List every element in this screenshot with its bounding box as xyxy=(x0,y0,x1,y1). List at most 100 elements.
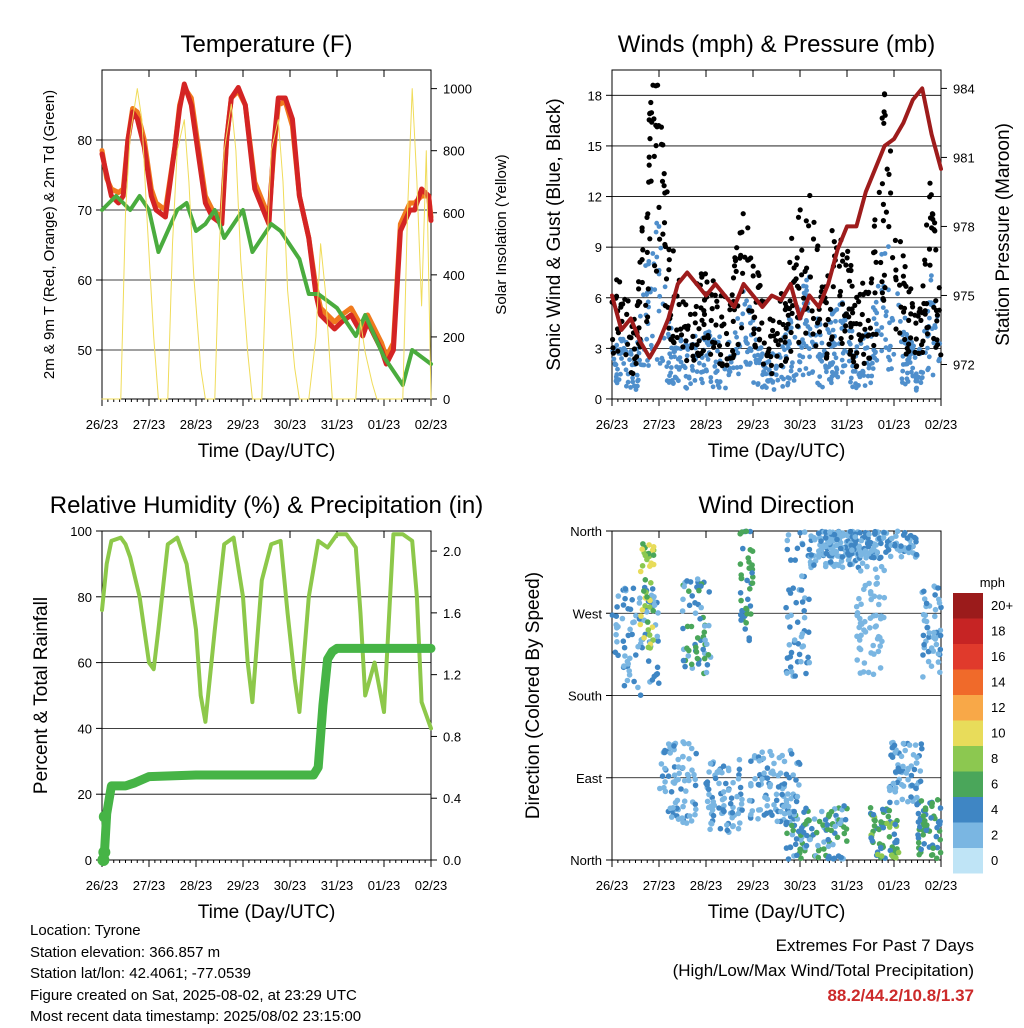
gust-point xyxy=(857,321,863,327)
direction-point xyxy=(867,805,874,811)
gust-point xyxy=(644,249,650,255)
direction-point xyxy=(803,842,810,849)
direction-point xyxy=(874,851,881,858)
wind-point xyxy=(909,369,914,375)
wind-point xyxy=(637,357,642,363)
direction-point xyxy=(650,552,657,558)
direction-point xyxy=(834,536,840,543)
direction-point xyxy=(915,810,922,817)
temperature-ytick-label: 50 xyxy=(78,343,92,358)
direction-point xyxy=(936,600,943,606)
direction-point xyxy=(801,529,808,535)
direction-point xyxy=(861,660,868,666)
direction-point xyxy=(878,554,884,561)
wind-point xyxy=(800,372,806,378)
gust-point xyxy=(631,346,638,352)
direction-point xyxy=(719,796,726,803)
wind-point xyxy=(833,318,838,324)
direction-point xyxy=(937,632,944,639)
direction-point xyxy=(697,616,703,622)
direction-point xyxy=(886,807,893,814)
wind-point xyxy=(879,251,885,257)
direction-point xyxy=(884,820,890,827)
wind-point xyxy=(700,380,705,386)
gust-point xyxy=(775,342,781,348)
gust-point xyxy=(859,334,865,340)
direction-point xyxy=(870,546,877,552)
direction-xtick-label: 30/23 xyxy=(784,878,817,893)
direction-point xyxy=(683,788,689,794)
gust-point xyxy=(879,279,885,285)
direction-point xyxy=(641,588,647,594)
direction-point xyxy=(923,827,929,834)
winds-ytick-label: 15 xyxy=(588,139,602,154)
wind-point xyxy=(919,375,925,380)
direction-point xyxy=(872,817,878,824)
direction-point xyxy=(716,780,722,787)
wind-point xyxy=(931,340,937,346)
direction-point xyxy=(886,834,893,840)
direction-point xyxy=(823,529,829,535)
speed-legend-swatch xyxy=(953,618,983,644)
direction-ytick-label: West xyxy=(573,606,603,621)
gust-point xyxy=(801,295,807,301)
gust-point xyxy=(751,331,757,337)
direction-point xyxy=(724,822,730,828)
temperature-xtick-label: 29/23 xyxy=(227,417,260,432)
direction-point xyxy=(704,662,711,668)
winds-ytick-label: 6 xyxy=(595,291,602,306)
direction-point xyxy=(656,680,662,686)
gust-point xyxy=(848,320,854,326)
direction-point xyxy=(645,627,652,633)
direction-point xyxy=(695,661,702,667)
wind-point xyxy=(803,366,809,371)
wind-point xyxy=(872,307,878,313)
direction-point xyxy=(621,682,628,689)
temperature-xtick-label: 30/23 xyxy=(274,417,307,432)
gust-point xyxy=(745,257,751,263)
direction-point xyxy=(928,663,935,669)
gust-point xyxy=(725,341,731,347)
wind-point xyxy=(713,370,719,375)
wind-point xyxy=(917,346,922,352)
direction-point xyxy=(837,820,843,827)
direction-point xyxy=(923,600,930,607)
wind-point xyxy=(900,380,905,385)
gust-point xyxy=(857,291,863,297)
direction-point xyxy=(784,537,791,544)
direction-point xyxy=(746,797,753,804)
direction-point xyxy=(895,765,902,771)
direction-point xyxy=(815,854,822,861)
wind-point xyxy=(930,372,936,378)
gust-point xyxy=(757,282,763,289)
direction-point xyxy=(784,546,791,553)
gust-point xyxy=(624,311,630,317)
direction-point xyxy=(680,764,686,771)
direction-point xyxy=(653,671,660,678)
direction-point xyxy=(686,602,693,609)
gust-point xyxy=(933,247,939,253)
wind-point xyxy=(657,293,663,299)
wind-point xyxy=(820,384,825,390)
direction-ytick-label: East xyxy=(576,771,602,786)
direction-point xyxy=(646,632,653,638)
direction-point xyxy=(622,653,628,659)
direction-xtick-label: 31/23 xyxy=(831,878,864,893)
direction-point xyxy=(913,539,919,545)
wind-point xyxy=(870,366,876,371)
wind-point xyxy=(743,359,749,365)
winds-xtick-label: 02/23 xyxy=(925,417,958,432)
direction-point xyxy=(793,777,799,783)
winds-xtick-label: 29/23 xyxy=(737,417,770,432)
wind-point xyxy=(879,348,885,354)
direction-point xyxy=(641,635,647,641)
gust-point xyxy=(871,223,878,229)
direction-point xyxy=(659,773,666,779)
direction-point xyxy=(856,624,862,631)
direction-point xyxy=(639,546,645,552)
gust-point xyxy=(701,321,707,328)
direction-point xyxy=(657,785,663,792)
gust-point xyxy=(881,120,887,126)
gust-point xyxy=(814,246,820,253)
direction-point xyxy=(815,842,821,849)
